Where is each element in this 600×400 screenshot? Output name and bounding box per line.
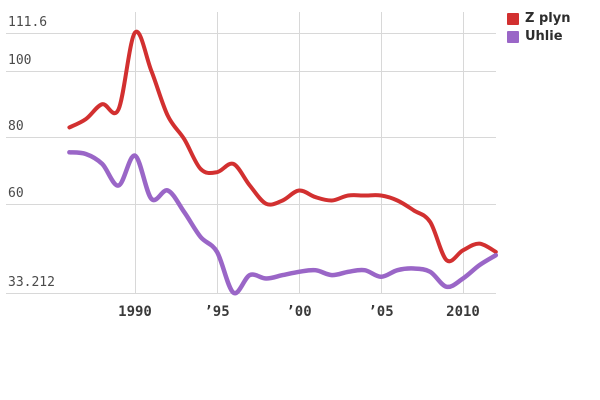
legend-label-z-plyn: Z plyn <box>525 11 571 26</box>
x-gridline <box>299 12 300 293</box>
y-tick-label: 111.6 <box>8 15 48 30</box>
y-gridline <box>6 204 496 205</box>
y-tick-label: 60 <box>8 186 24 201</box>
x-gridline <box>217 12 218 293</box>
x-tick-label: 1990 <box>118 304 152 320</box>
x-tick-label: ’05 <box>368 304 394 320</box>
x-tick-label: ’00 <box>286 304 312 320</box>
y-gridline <box>6 33 496 34</box>
legend-item-uhlie[interactable]: Uhlie <box>507 30 570 43</box>
y-gridline <box>6 137 496 138</box>
line-z-plyn[interactable] <box>67 29 498 264</box>
x-tick-label: 2010 <box>446 304 480 320</box>
y-tick-label: 100 <box>8 53 32 68</box>
y-gridline <box>6 71 496 72</box>
legend-label-uhlie: Uhlie <box>525 29 563 44</box>
y-tick-label: 80 <box>8 119 24 134</box>
x-gridline <box>135 12 136 293</box>
y-gridline <box>6 293 496 294</box>
legend: Z plyn Uhlie <box>507 12 570 48</box>
x-gridline <box>463 12 464 293</box>
x-gridline <box>381 12 382 293</box>
y-tick-label: 33.212 <box>8 275 55 290</box>
line-uhlie[interactable] <box>67 150 499 296</box>
legend-swatch-uhlie-icon <box>507 30 519 43</box>
x-tick-label: ’95 <box>204 304 230 320</box>
legend-item-z-plyn[interactable]: Z plyn <box>507 12 570 25</box>
legend-swatch-z-plyn-icon <box>507 12 519 25</box>
